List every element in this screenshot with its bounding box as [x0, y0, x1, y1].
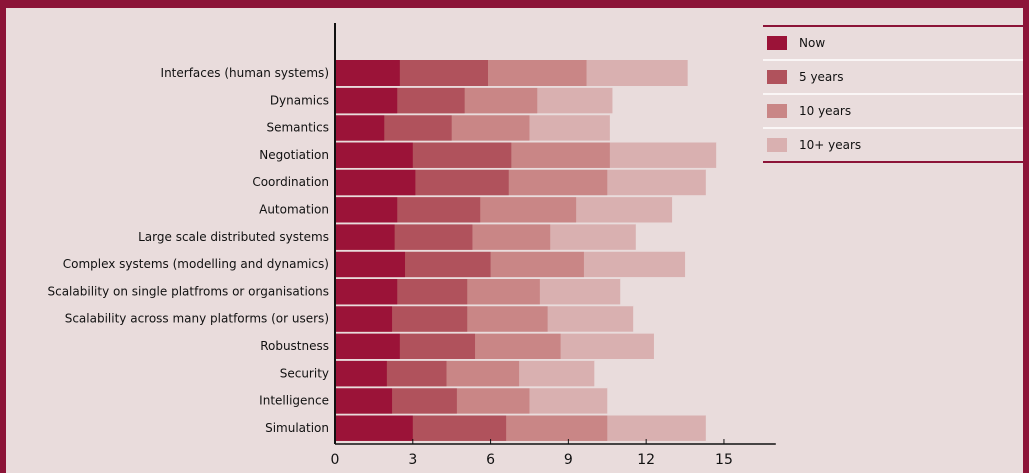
- category-label: Semantics: [266, 121, 329, 135]
- bar-1-row-8: [335, 251, 406, 278]
- category-labels: Interfaces (human systems) Dynamics Semant…: [47, 66, 329, 435]
- category-label: Complex systems (modelling and dynamics): [63, 257, 329, 271]
- bar-1-row-5: [335, 169, 416, 196]
- category-label: Scalability across many platforms (or us…: [65, 312, 329, 326]
- category-label: Coordination: [252, 175, 329, 189]
- category-label: Security: [280, 366, 329, 380]
- x-tick-label: 15: [715, 452, 733, 468]
- legend-swatch: [767, 36, 787, 50]
- x-tick-label: 12: [637, 452, 655, 468]
- bar-1-row-1: [335, 60, 400, 86]
- x-tick-label: 3: [408, 452, 417, 468]
- legend: Now 5 years 10 years 10+ years: [763, 25, 1023, 163]
- category-label: Negotiation: [259, 148, 329, 162]
- legend-swatch: [767, 104, 787, 118]
- category-label: Interfaces (human systems): [161, 66, 329, 80]
- bar-1-row-6: [335, 196, 398, 223]
- legend-label: 5 years: [799, 70, 843, 84]
- bar-1-row-10: [335, 305, 393, 332]
- legend-label: Now: [799, 36, 825, 50]
- horizontal-stacked-bar-chart: Interfaces (human systems) Dynamics Semant…: [47, 23, 1023, 468]
- x-tick-label: 6: [486, 452, 495, 468]
- bar-1-row-13: [335, 387, 393, 414]
- category-label: Scalability on single platfroms or organ…: [47, 284, 329, 298]
- category-label: Automation: [259, 203, 329, 217]
- bar-1-row-11: [335, 333, 400, 359]
- x-tick-label: 9: [564, 452, 573, 468]
- category-label: Large scale distributed systems: [138, 230, 329, 244]
- bar-1-row-7: [335, 223, 395, 250]
- axes: [334, 23, 776, 445]
- bar-1-row-3: [335, 114, 385, 141]
- bar-1-row-14: [335, 414, 413, 441]
- legend-swatch: [767, 138, 787, 152]
- x-tick-labels: 0 3 6 9 12 15: [331, 439, 733, 468]
- legend-label: 10 years: [799, 104, 851, 118]
- legend-label: 10+ years: [799, 138, 861, 152]
- bar-1-row-4: [335, 141, 413, 168]
- chart-frame: Interfaces (human systems) Dynamics Semant…: [6, 8, 1023, 473]
- bar-1-row-12: [335, 360, 387, 387]
- category-label: Dynamics: [270, 93, 329, 107]
- x-tick-label: 0: [331, 452, 340, 468]
- bars-layer: [335, 60, 717, 441]
- category-label: Robustness: [260, 339, 329, 353]
- bar-1-row-9: [335, 278, 398, 305]
- category-label: Simulation: [265, 421, 329, 435]
- bar-1-row-2: [335, 87, 398, 114]
- legend-swatch: [767, 70, 787, 84]
- category-label: Intelligence: [259, 394, 329, 408]
